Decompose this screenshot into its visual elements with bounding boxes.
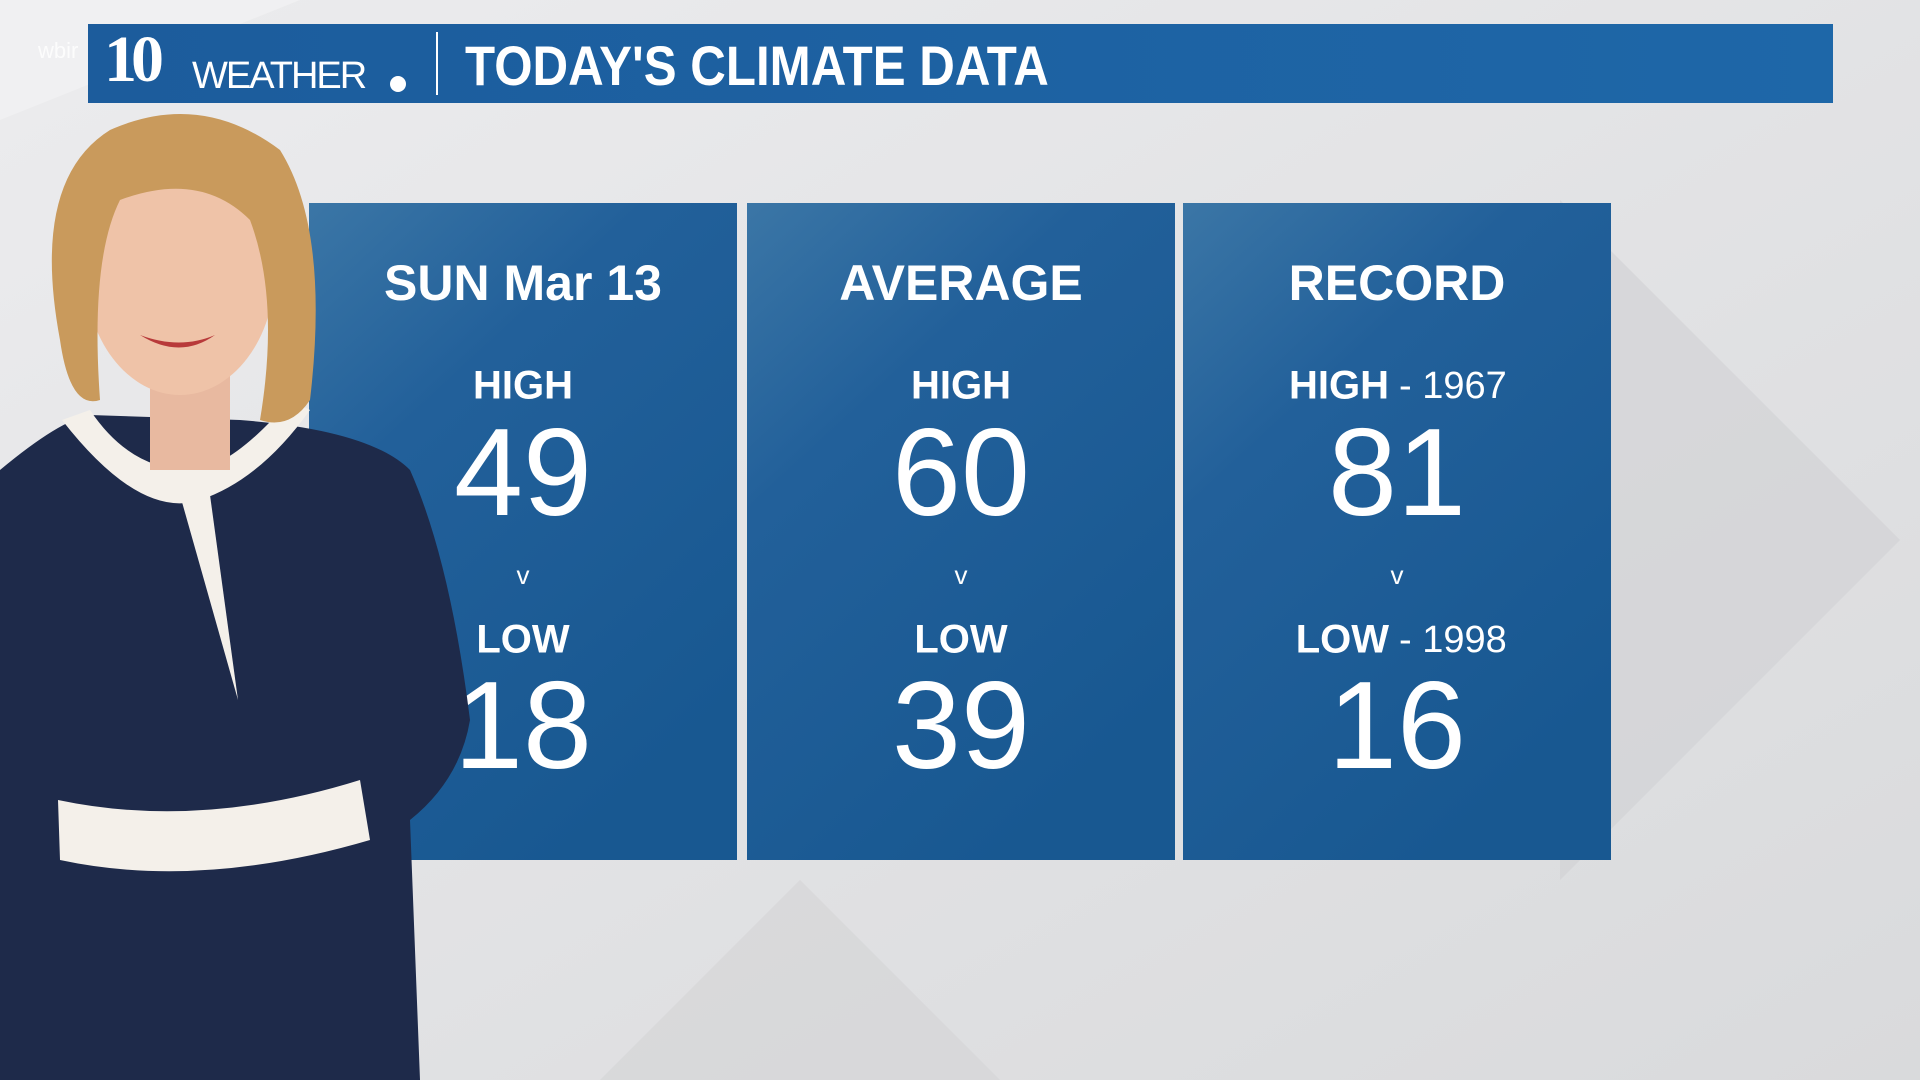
logo-text: WEATHER (192, 55, 366, 97)
network-logo (390, 76, 406, 92)
label: LOW (1296, 618, 1390, 662)
logo-number: 10 (104, 23, 162, 96)
low-value: 16 (1328, 657, 1466, 795)
label: HIGH (911, 364, 1011, 408)
panel-heading: RECORD (1289, 255, 1506, 311)
label: HIGH (473, 364, 573, 408)
separator: v (1391, 560, 1404, 590)
presenter-face (85, 145, 275, 395)
header-bar (88, 24, 1833, 103)
panel-heading: AVERAGE (839, 255, 1083, 311)
low-value: 18 (454, 657, 592, 795)
record-year: - 1998 (1399, 619, 1507, 661)
panel (1183, 203, 1611, 860)
label: LOW (914, 618, 1008, 662)
record-year: - 1967 (1399, 365, 1507, 407)
separator: v (517, 560, 530, 590)
panel-heading: SUN Mar 13 (384, 255, 662, 311)
presenter-mouth (140, 335, 215, 348)
separator: v (955, 560, 968, 590)
high-value: 60 (892, 404, 1030, 542)
station-name: wbir (37, 38, 78, 63)
presenter-collar (62, 400, 310, 504)
high-value: 81 (1328, 404, 1466, 542)
presenter-belt (58, 780, 370, 872)
high-value: 49 (454, 404, 592, 542)
panels: SUN Mar 13HIGH49vLOW18AVERAGEHIGH60vLOW3… (309, 203, 1611, 860)
bg-shape (1560, 200, 1900, 880)
low-value: 39 (892, 657, 1030, 795)
presenter-collar (180, 495, 238, 700)
presenter-body (0, 415, 470, 1080)
panel (747, 203, 1175, 860)
header-title: TODAY'S CLIMATE DATA (465, 35, 1049, 98)
label: HIGH (1289, 364, 1389, 408)
presenter-hair (51, 114, 316, 423)
presenter (0, 114, 470, 1080)
label: LOW (476, 618, 570, 662)
bg-shape (600, 880, 1000, 1080)
